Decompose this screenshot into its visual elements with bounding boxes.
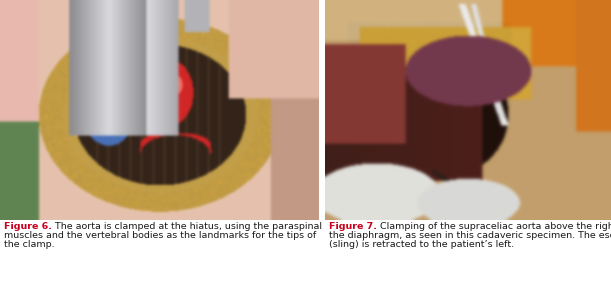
Text: Figure 6.: Figure 6.: [4, 222, 52, 231]
Text: The aorta is clamped at the hiatus, using the paraspinal: The aorta is clamped at the hiatus, usin…: [52, 222, 322, 231]
Text: muscles and the vertebral bodies as the landmarks for the tips of: muscles and the vertebral bodies as the …: [4, 231, 316, 240]
Text: Figure 7.: Figure 7.: [329, 222, 377, 231]
Text: (sling) is retracted to the patient’s left.: (sling) is retracted to the patient’s le…: [329, 240, 514, 249]
Text: the clamp.: the clamp.: [4, 240, 54, 249]
Text: Clamping of the supraceliac aorta above the right crus of: Clamping of the supraceliac aorta above …: [377, 222, 611, 231]
Text: the diaphragm, as seen in this cadaveric specimen. The esophagus: the diaphragm, as seen in this cadaveric…: [329, 231, 611, 240]
